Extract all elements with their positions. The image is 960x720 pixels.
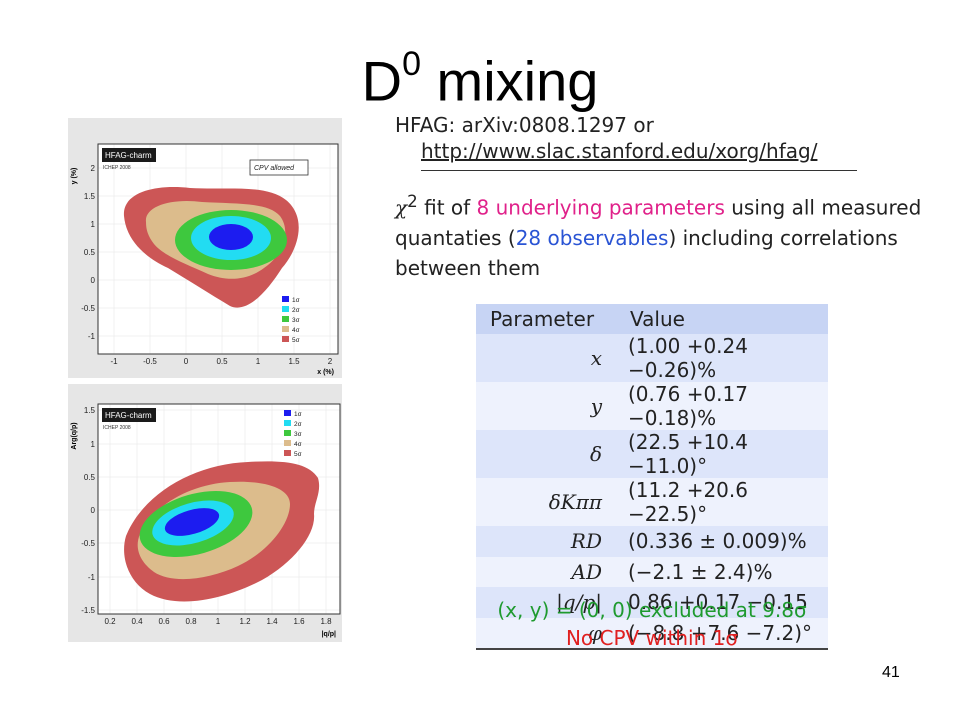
legend: 1σ 2σ 3σ 4σ 5σ <box>282 296 300 344</box>
x-tick-labels: 0.2 0.4 0.6 0.8 1 1.2 1.4 1.6 1.8 <box>104 617 332 626</box>
table-row: |q/p| 0.86 +0.17 −0.15 <box>476 587 828 618</box>
x-axis-label: x (%) <box>317 369 334 376</box>
svg-text:ICHEP 2008: ICHEP 2008 <box>103 425 131 431</box>
qp-contour-svg: HFAG-charm ICHEP 2008 1σ 2σ 3σ 4σ 5σ 1.5… <box>71 403 341 638</box>
contour-1sigma <box>164 508 220 536</box>
svg-text:5σ: 5σ <box>292 337 300 344</box>
svg-text:-1: -1 <box>88 573 96 582</box>
table-row: AD (−2.1 ± 2.4)% <box>476 556 828 587</box>
svg-text:-0.5: -0.5 <box>81 304 95 313</box>
table-row: δ (22.5 +10.4 −11.0)° <box>476 430 828 478</box>
svg-text:-0.5: -0.5 <box>143 357 157 366</box>
table-row: φ (−8.8 +7.6 −7.2)° <box>476 617 828 650</box>
y-tick-labels: 2 1.5 1 0.5 0 -0.5 -1 <box>81 164 95 341</box>
legend: 1σ 2σ 3σ 4σ 5σ <box>284 410 302 458</box>
svg-text:1.6: 1.6 <box>293 617 305 626</box>
fit-observables-highlight: 28 observables <box>515 225 669 250</box>
svg-text:1: 1 <box>216 617 221 626</box>
parameter-table: Parameter Value x (1.00 +0.24 −0.26)% y (0… <box>476 304 828 650</box>
svg-text:1.5: 1.5 <box>288 357 300 366</box>
svg-text:4σ: 4σ <box>294 441 302 448</box>
svg-text:1.4: 1.4 <box>266 617 278 626</box>
reference-link[interactable]: http://www.slac.stanford.edu/xorg/hfag/ <box>421 139 818 163</box>
x-axis-label: |q/p| <box>322 631 336 638</box>
svg-text:0: 0 <box>184 357 189 366</box>
svg-text:0.5: 0.5 <box>216 357 228 366</box>
table-row: y (0.76 +0.17 −0.18)% <box>476 382 828 430</box>
svg-text:-1.5: -1.5 <box>81 606 95 615</box>
svg-text:1: 1 <box>91 220 96 229</box>
plot-border <box>97 143 339 355</box>
divider <box>421 170 857 171</box>
svg-text:0.5: 0.5 <box>84 248 96 257</box>
conclusion-cpv: No CPV within 1σ <box>565 626 739 650</box>
page-number: 41 <box>882 664 900 681</box>
plot-border <box>97 403 341 615</box>
svg-text:0.8: 0.8 <box>185 617 197 626</box>
svg-text:-0.5: -0.5 <box>81 539 95 548</box>
svg-text:HFAG-charm: HFAG-charm <box>105 411 152 420</box>
slide-title: D0 mixing <box>361 45 599 113</box>
header-value: Value <box>616 304 828 334</box>
svg-text:1.5: 1.5 <box>84 406 96 415</box>
table-row: RD (0.336 ± 0.009)% <box>476 526 828 557</box>
svg-text:-1: -1 <box>110 357 118 366</box>
cpv-note-box: CPV allowed <box>249 159 309 176</box>
svg-text:4σ: 4σ <box>292 327 300 334</box>
conclusion-exclusion: (x, y) = (0, 0) excluded at 9.8σ <box>497 598 807 622</box>
qp-contour-plot: HFAG-charm ICHEP 2008 1σ 2σ 3σ 4σ 5σ 1.5… <box>68 384 342 642</box>
svg-text:1: 1 <box>256 357 261 366</box>
table-row: δKππ (11.2 +20.6 −22.5)° <box>476 478 828 526</box>
description-block: HFAG: arXiv:0808.1297 or http://www.slac… <box>395 112 935 283</box>
hfag-badge: HFAG-charm ICHEP 2008 <box>102 408 156 431</box>
svg-text:1: 1 <box>91 440 96 449</box>
svg-text:2σ: 2σ <box>294 421 302 428</box>
y-axis-label: y (%) <box>71 168 78 185</box>
svg-text:1σ: 1σ <box>294 411 302 418</box>
svg-text:3σ: 3σ <box>292 317 300 324</box>
y-axis-label: Arg(q/p) <box>71 422 78 449</box>
svg-text:HFAG-charm: HFAG-charm <box>105 151 152 160</box>
svg-text:ICHEP 2008: ICHEP 2008 <box>103 165 131 171</box>
svg-text:1σ: 1σ <box>292 297 300 304</box>
svg-text:0: 0 <box>91 276 96 285</box>
svg-text:1.2: 1.2 <box>239 617 251 626</box>
svg-text:1.8: 1.8 <box>320 617 332 626</box>
svg-text:0: 0 <box>91 506 96 515</box>
reference-line: HFAG: arXiv:0808.1297 or <box>395 113 654 137</box>
table-row: x (1.00 +0.24 −0.26)% <box>476 334 828 382</box>
svg-text:2σ: 2σ <box>292 307 300 314</box>
svg-text:0.4: 0.4 <box>131 617 143 626</box>
fit-description: χ2 fit of 8 underlying parameters using … <box>395 192 922 280</box>
fit-params-highlight: 8 underlying parameters <box>476 195 725 220</box>
svg-text:0.6: 0.6 <box>158 617 170 626</box>
header-parameter: Parameter <box>476 304 616 334</box>
xy-contour-svg: HFAG-charm ICHEP 2008 CPV allowed 1σ 2σ … <box>71 143 339 376</box>
conclusion-block: (x, y) = (0, 0) excluded at 9.8σ No CPV … <box>476 596 828 652</box>
x-tick-labels: -1 -0.5 0 0.5 1 1.5 2 <box>110 357 332 366</box>
svg-text:3σ: 3σ <box>294 431 302 438</box>
svg-text:0.2: 0.2 <box>104 617 116 626</box>
svg-text:CPV allowed: CPV allowed <box>254 165 295 172</box>
y-tick-labels: 1.5 1 0.5 0 -0.5 -1 -1.5 <box>81 406 95 615</box>
contour-1sigma <box>209 224 253 250</box>
hfag-badge: HFAG-charm ICHEP 2008 <box>102 148 156 171</box>
svg-text:5σ: 5σ <box>294 451 302 458</box>
svg-text:2: 2 <box>328 357 333 366</box>
svg-text:-1: -1 <box>88 332 96 341</box>
svg-text:0.5: 0.5 <box>84 473 96 482</box>
svg-text:1.5: 1.5 <box>84 192 96 201</box>
xy-contour-plot: HFAG-charm ICHEP 2008 CPV allowed 1σ 2σ … <box>68 118 342 378</box>
svg-text:2: 2 <box>91 164 96 173</box>
